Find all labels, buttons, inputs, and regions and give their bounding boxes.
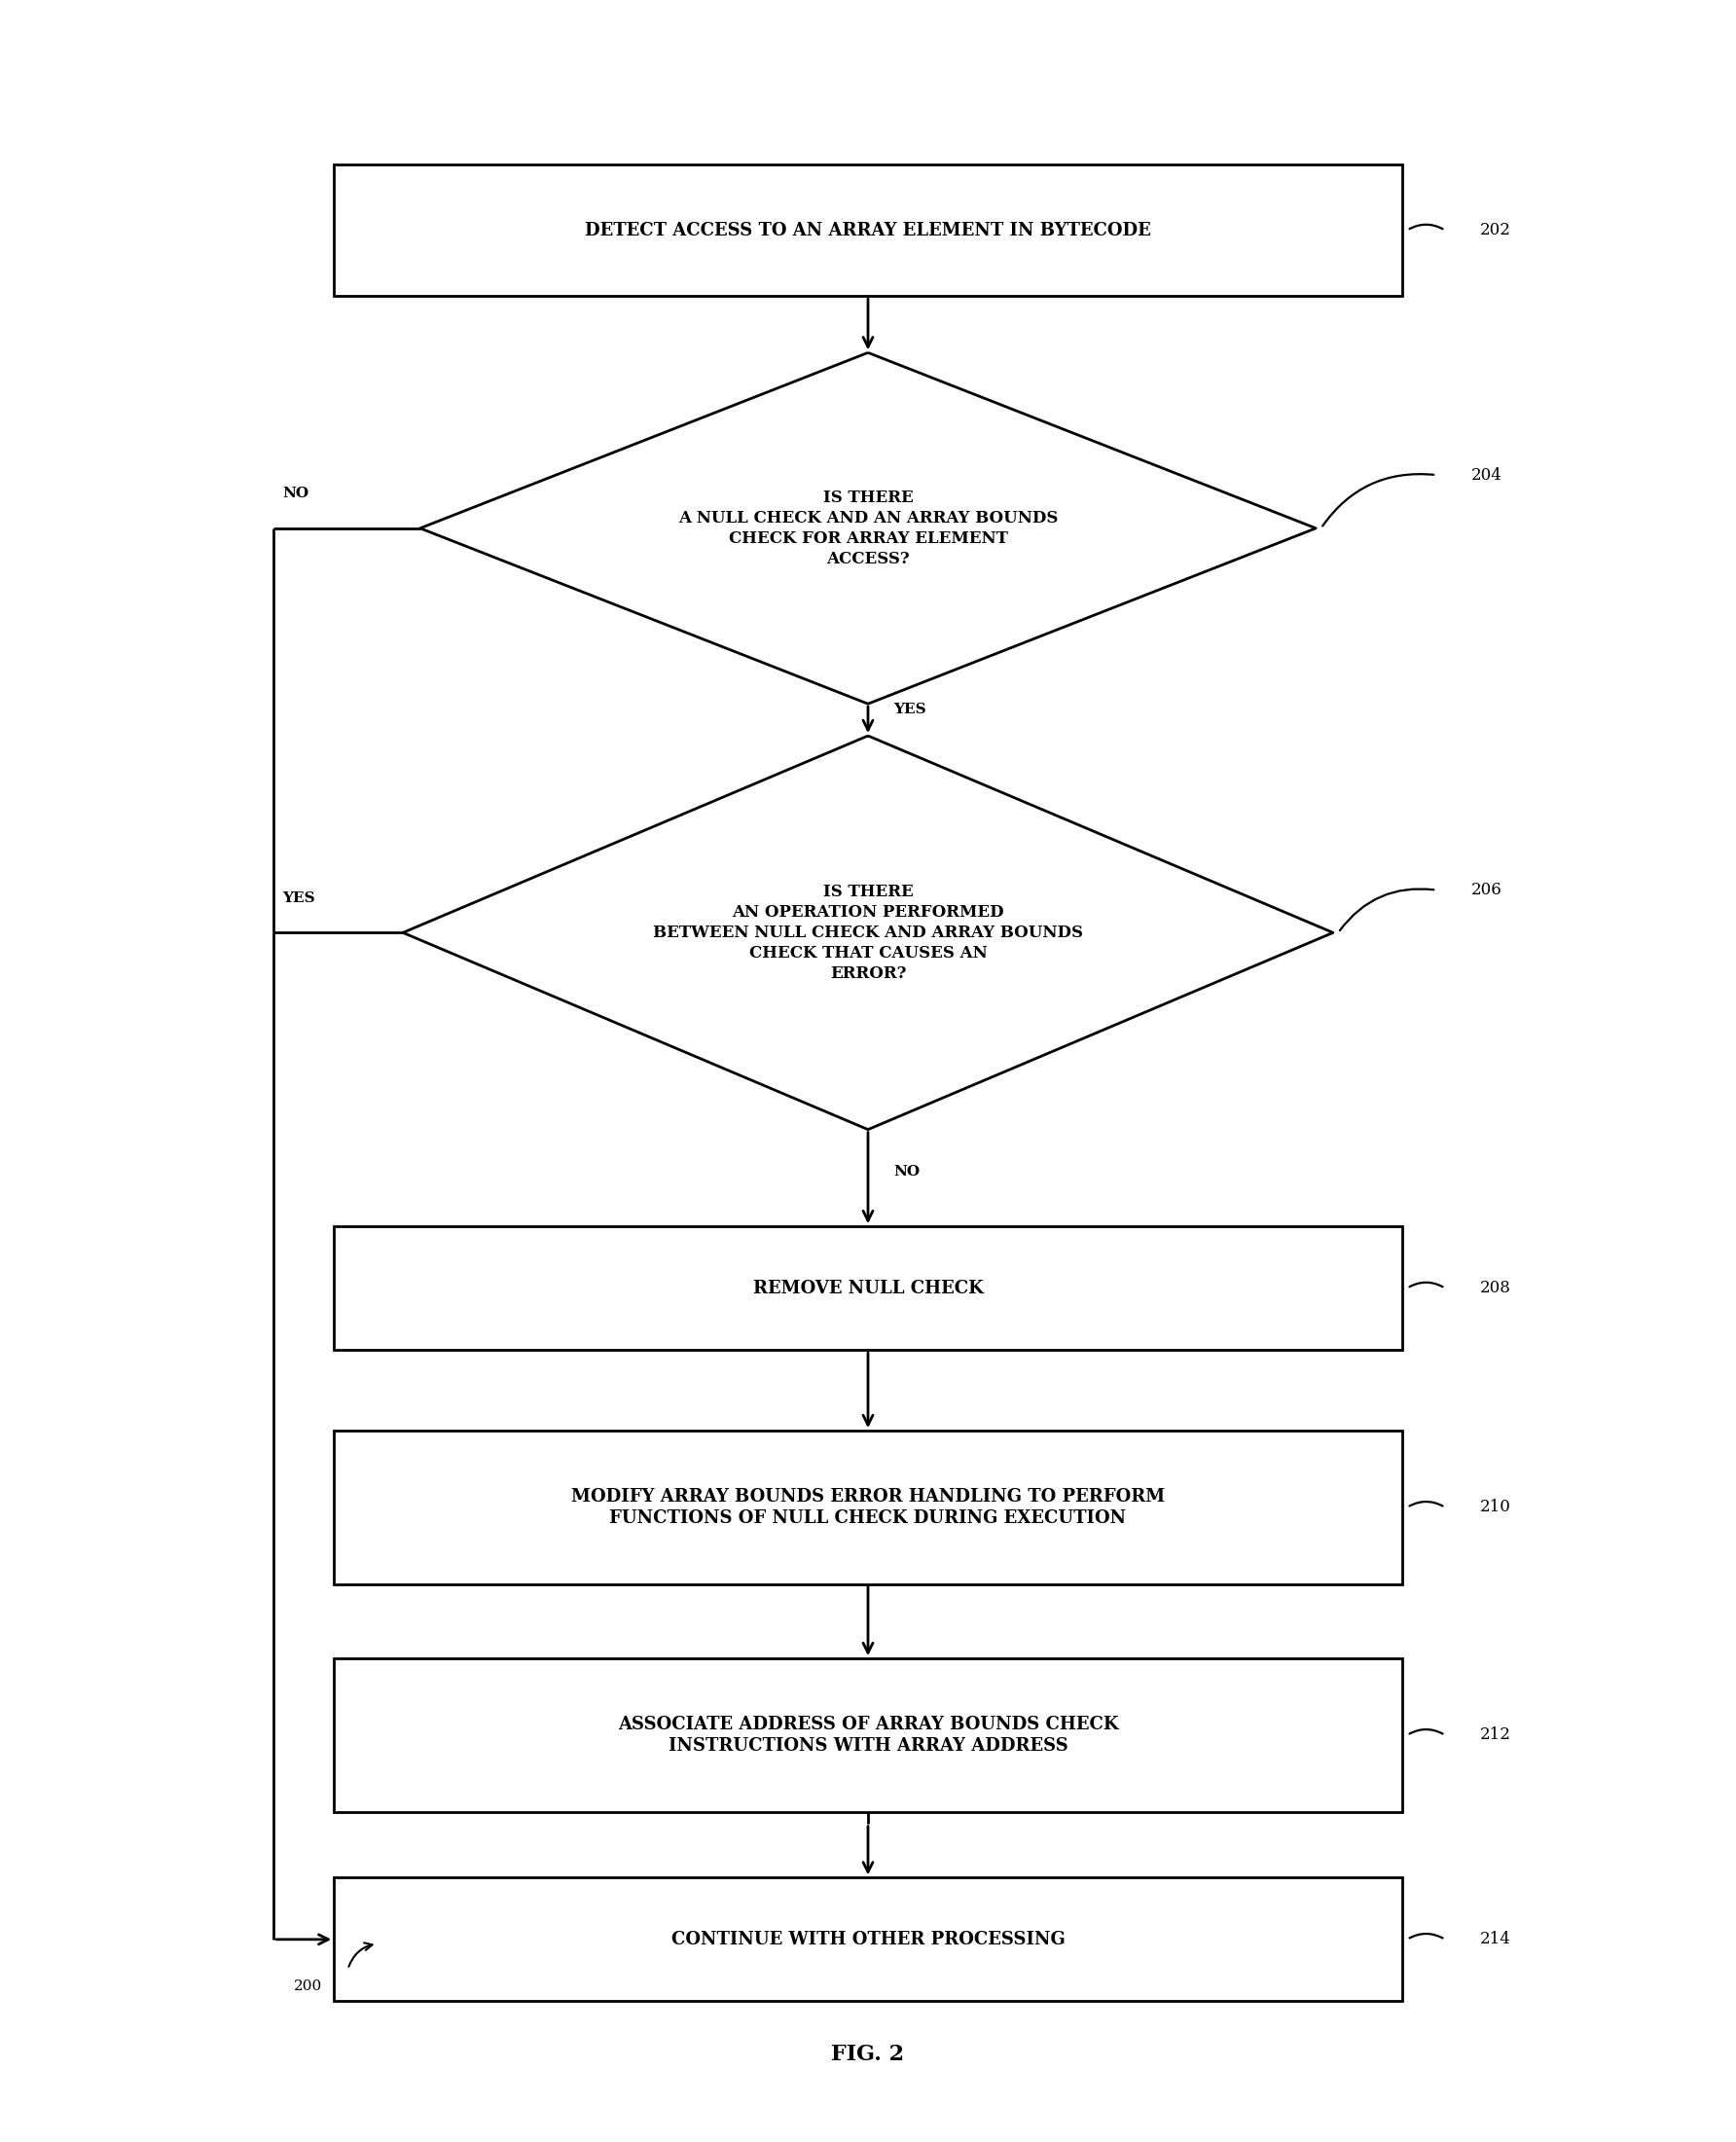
Text: CONTINUE WITH OTHER PROCESSING: CONTINUE WITH OTHER PROCESSING (672, 1930, 1064, 1949)
Text: 202: 202 (1479, 223, 1510, 238)
Text: IS THERE
AN OPERATION PERFORMED
BETWEEN NULL CHECK AND ARRAY BOUNDS
CHECK THAT C: IS THERE AN OPERATION PERFORMED BETWEEN … (653, 885, 1083, 981)
Text: FIG. 2: FIG. 2 (832, 2043, 904, 2065)
Text: 204: 204 (1470, 467, 1502, 484)
Text: MODIFY ARRAY BOUNDS ERROR HANDLING TO PERFORM
FUNCTIONS OF NULL CHECK DURING EXE: MODIFY ARRAY BOUNDS ERROR HANDLING TO PE… (571, 1489, 1165, 1527)
Text: NO: NO (283, 486, 309, 501)
Text: ASSOCIATE ADDRESS OF ARRAY BOUNDS CHECK
INSTRUCTIONS WITH ARRAY ADDRESS: ASSOCIATE ADDRESS OF ARRAY BOUNDS CHECK … (618, 1716, 1118, 1754)
Text: 200: 200 (293, 1979, 323, 1992)
Text: NO: NO (894, 1165, 920, 1178)
Bar (333, 1879, 1403, 2001)
Text: 210: 210 (1479, 1499, 1510, 1517)
Text: REMOVE NULL CHECK: REMOVE NULL CHECK (753, 1279, 983, 1296)
Bar (333, 165, 1403, 296)
Text: 208: 208 (1479, 1279, 1510, 1296)
Text: IS THERE
A NULL CHECK AND AN ARRAY BOUNDS
CHECK FOR ARRAY ELEMENT
ACCESS?: IS THERE A NULL CHECK AND AN ARRAY BOUND… (679, 491, 1057, 568)
Text: 206: 206 (1470, 883, 1502, 897)
Text: YES: YES (894, 703, 927, 715)
Bar (333, 1658, 1403, 1812)
Bar (333, 1431, 1403, 1583)
Text: 214: 214 (1479, 1932, 1510, 1947)
Text: 212: 212 (1479, 1726, 1510, 1744)
Text: DETECT ACCESS TO AN ARRAY ELEMENT IN BYTECODE: DETECT ACCESS TO AN ARRAY ELEMENT IN BYT… (585, 221, 1151, 240)
Text: YES: YES (283, 891, 314, 904)
Bar (333, 1227, 1403, 1349)
